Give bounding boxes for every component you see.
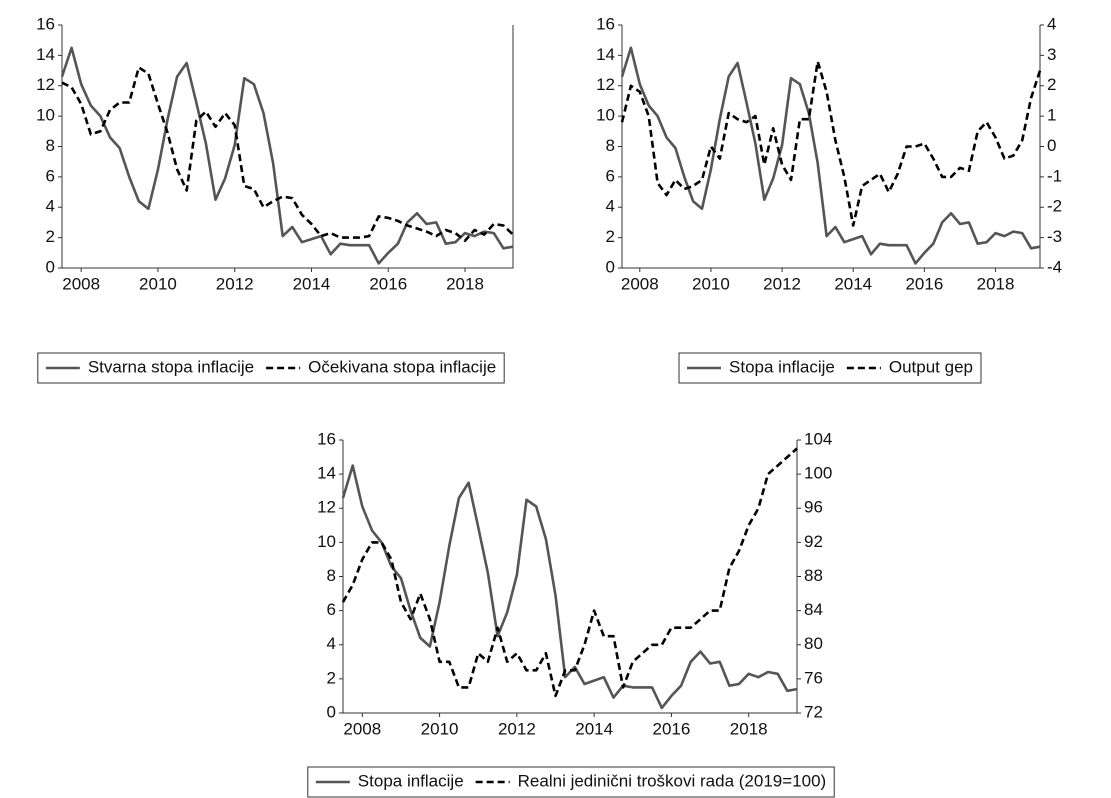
y-tick-label: 16: [36, 14, 55, 33]
legend-box: [678, 352, 982, 384]
series-line: [61, 66, 514, 242]
legend-label: Stvarna stopa inflacije: [88, 357, 254, 376]
y-tick-label: 6: [606, 166, 615, 185]
x-tick-label: 2014: [834, 274, 872, 293]
y-tick-label: 12: [596, 75, 615, 94]
series-line: [341, 464, 798, 710]
legend: Stvarna stopa inflacije Očekivana stopa i…: [37, 352, 505, 384]
series-line: [341, 447, 798, 698]
legend-box: [37, 352, 505, 384]
y2-tick-label: 4: [1047, 14, 1056, 33]
y2-tick-label: 84: [804, 600, 823, 619]
y2-tick-label: 1: [1047, 106, 1056, 125]
x-tick-label: 2016: [905, 274, 943, 293]
x-tick-label: 2012: [498, 719, 536, 738]
y2-tick-label: 96: [804, 498, 823, 517]
legend-label: Output gep: [889, 357, 973, 376]
series-line: [620, 46, 1041, 265]
y2-tick-label: 72: [804, 702, 823, 721]
y-tick-label: 2: [606, 227, 615, 246]
x-tick-label: 2008: [343, 719, 381, 738]
y-tick-label: 8: [606, 136, 615, 155]
series-line: [60, 46, 514, 265]
x-tick-label: 2012: [763, 274, 801, 293]
y2-tick-label: -4: [1047, 257, 1062, 276]
y-tick-label: 14: [36, 45, 55, 64]
x-tick-label: 2010: [692, 274, 730, 293]
y2-tick-label: 104: [804, 429, 832, 448]
y2-tick-label: 80: [804, 634, 823, 653]
y-tick-label: 8: [327, 566, 336, 585]
y-tick-label: 12: [317, 498, 336, 517]
y2-tick-label: 76: [804, 668, 823, 687]
x-tick-label: 2008: [621, 274, 659, 293]
y-tick-label: 4: [606, 197, 615, 216]
y2-tick-label: 88: [804, 566, 823, 585]
legend: Stopa inflacije Realni jedinični troškovi…: [307, 766, 835, 798]
y-tick-label: 10: [317, 532, 336, 551]
legend-label: Realni jedinični troškovi rada (2019=100…: [518, 771, 827, 790]
y-tick-label: 0: [46, 257, 55, 276]
x-tick-label: 2012: [216, 274, 254, 293]
y2-tick-label: 100: [804, 464, 832, 483]
y-tick-label: 8: [46, 136, 55, 155]
y-tick-label: 10: [36, 106, 55, 125]
y-tick-label: 12: [36, 75, 55, 94]
legend: Stopa inflacije Output gep: [678, 352, 982, 384]
y-tick-label: 4: [46, 197, 55, 216]
x-tick-label: 2018: [730, 719, 768, 738]
y-tick-label: 0: [327, 702, 336, 721]
x-tick-label: 2014: [293, 274, 331, 293]
y2-tick-label: 0: [1047, 136, 1056, 155]
chart: 0 2 4 6 8 10 12 14 16 2008 2010 2012 2014 2016 2018 Stv…: [36, 14, 514, 384]
chart: 0 2 4 6 8 10 12 14 16 72 76 80 84 88 92 96 100 104 2008 201…: [307, 429, 835, 798]
y-tick-label: 14: [596, 45, 615, 64]
legend-label: Stopa inflacije: [358, 771, 464, 790]
x-tick-label: 2010: [139, 274, 177, 293]
legend-label: Očekivana stopa inflacije: [308, 357, 496, 376]
x-tick-label: 2008: [62, 274, 100, 293]
y2-tick-label: 2: [1047, 75, 1056, 94]
x-tick-label: 2014: [575, 719, 613, 738]
legend-box: [307, 766, 835, 798]
x-tick-label: 2016: [369, 274, 407, 293]
y-tick-label: 6: [46, 166, 55, 185]
x-tick-label: 2010: [421, 719, 459, 738]
series-line: [620, 60, 1042, 227]
legend-label: Stopa inflacije: [729, 357, 835, 376]
y-tick-label: 2: [327, 668, 336, 687]
y-tick-label: 6: [327, 600, 336, 619]
x-tick-label: 2016: [653, 719, 691, 738]
y2-tick-label: -2: [1047, 197, 1062, 216]
y-tick-label: 16: [596, 14, 615, 33]
y-tick-label: 2: [46, 227, 55, 246]
y-tick-label: 0: [606, 257, 615, 276]
y-tick-label: 4: [327, 634, 336, 653]
y2-tick-label: 92: [804, 532, 823, 551]
x-tick-label: 2018: [977, 274, 1015, 293]
y2-tick-label: -1: [1047, 166, 1062, 185]
y2-tick-label: 3: [1047, 45, 1056, 64]
y2-tick-label: -3: [1047, 227, 1062, 246]
y-tick-label: 14: [317, 464, 336, 483]
x-tick-label: 2018: [446, 274, 484, 293]
y-tick-label: 10: [596, 106, 615, 125]
y-tick-label: 16: [317, 429, 336, 448]
